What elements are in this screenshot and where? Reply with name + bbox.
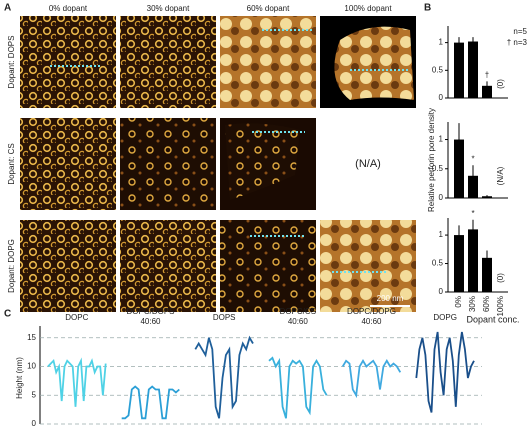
trace-label: DOPC/CS (280, 307, 316, 316)
afm-image (120, 118, 216, 210)
panel-label: B (424, 3, 431, 14)
y-tick-label: 10 (27, 362, 36, 371)
afm-image (320, 220, 416, 312)
row-label: Dopant: DOPS (7, 36, 16, 89)
y-axis-label: Relative perforin pore density (427, 108, 436, 212)
afm-image (220, 16, 316, 108)
panel-label: A (4, 3, 11, 14)
note: † n=3 (507, 38, 528, 47)
x-axis-label: Dopant conc. (466, 314, 519, 324)
bar (454, 235, 464, 292)
afm-images: 200 nm (N/A) (20, 16, 416, 312)
x-tick-label: 100% (496, 296, 505, 316)
trace-label: DOPG (433, 313, 457, 322)
y-tick-label: 0.5 (432, 164, 444, 173)
y-tick-label: 0 (439, 193, 444, 202)
bar (468, 175, 478, 198)
y-tick-label: 0 (439, 93, 444, 102)
y-tick-label: 0 (439, 287, 444, 296)
y-tick-label: 0.5 (432, 259, 444, 268)
afm-image-feature (334, 26, 414, 101)
y-tick-label: 1 (439, 135, 444, 144)
trace-label: DOPS (213, 313, 236, 322)
trace-label: DOPC/DOPS (126, 307, 174, 316)
row-label: Dopant: CS (7, 143, 16, 184)
bar (468, 229, 478, 292)
bar (482, 257, 492, 292)
y-tick-label: 5 (32, 390, 37, 399)
y-tick-label: 1 (439, 230, 444, 239)
bar (468, 41, 478, 98)
annotation: (N/A) (496, 166, 505, 185)
afm-image (20, 16, 116, 108)
trace-label: DOPC/DOPG (347, 307, 396, 316)
afm-image-feature (225, 123, 300, 200)
x-tick-label: 0% (454, 296, 463, 308)
trace-label-ratio: 40:60 (140, 317, 161, 326)
panel-label: C (4, 309, 11, 320)
column-header: 60% dopant (247, 4, 290, 13)
bar (454, 42, 464, 98)
afm-image (20, 118, 116, 210)
trace-label-ratio: 40:60 (361, 317, 382, 326)
profile-trace (194, 335, 254, 419)
column-header: 100% dopant (344, 4, 392, 13)
value-label: (0) (496, 273, 505, 283)
na-label: (N/A) (355, 158, 381, 170)
row-label: Dopant: DOPG (7, 239, 16, 293)
y-tick-label: 15 (27, 333, 36, 342)
profile-trace (415, 331, 475, 413)
afm-image (120, 16, 216, 108)
scale-bar-label: 200 nm (377, 294, 404, 303)
annotation: * (471, 154, 474, 163)
value-label: (0) (496, 79, 505, 89)
afm-image (220, 220, 316, 312)
x-tick-label: 60% (482, 296, 491, 312)
profile-trace (268, 356, 328, 419)
annotation: * (471, 209, 474, 218)
annotation: † (485, 70, 489, 79)
bar (454, 139, 464, 198)
column-header: 30% dopant (147, 4, 190, 13)
note: n=5 (513, 27, 527, 36)
profile-trace (121, 385, 180, 420)
profile-trace (341, 359, 402, 399)
trace-label-ratio: 40:60 (288, 317, 309, 326)
trace-label: DOPC (65, 313, 88, 322)
afm-image (120, 220, 216, 312)
bar (482, 85, 492, 98)
afm-image (20, 220, 116, 312)
y-tick-label: 0.5 (432, 65, 444, 74)
y-axis-label: Height (nm) (15, 357, 24, 399)
y-tick-label: 0 (32, 419, 37, 428)
x-tick-label: 30% (468, 296, 477, 312)
y-tick-label: 1 (439, 38, 444, 47)
profile-trace (47, 357, 107, 407)
column-header: 0% dopant (49, 4, 88, 13)
